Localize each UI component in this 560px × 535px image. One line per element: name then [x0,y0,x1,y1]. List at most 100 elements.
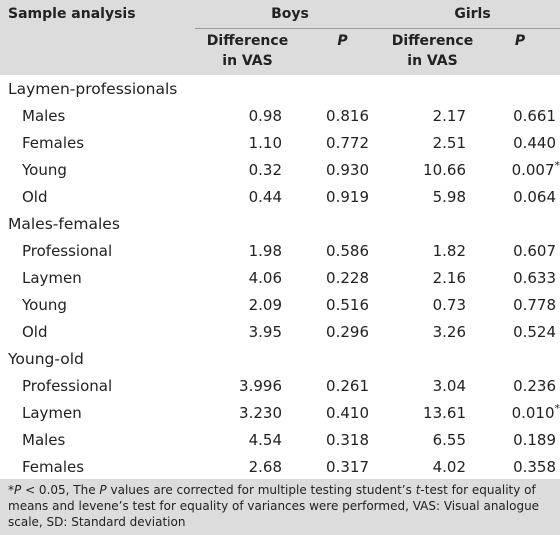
boys-diff: 0.32 [248,160,282,179]
girls-p-value: 0.440 [513,133,557,152]
row-label: Males [22,430,66,449]
boys-diff: 2.68 [248,457,282,476]
table-footnote: *P < 0.05, The P values are corrected fo… [0,479,560,535]
girls-diff: 10.66 [423,160,466,179]
significance-star: * [554,401,560,415]
row-label: Females [22,457,85,476]
boys-p: 0.772 [326,133,369,152]
group-row: Young-old [0,345,560,372]
boys-diff: 3.230 [239,403,282,422]
girls-p: 0.010* [480,399,560,426]
boys-diff: 1.98 [248,241,282,260]
footnote-part2: values are corrected for multiple testin… [106,483,416,497]
girls-p: 0.358 [480,453,560,480]
girls-p-value: 0.007 [511,160,555,179]
header-boys-p-label: P [337,33,348,49]
girls-p: 0.064 [480,183,560,210]
girls-diff: 0.73 [432,295,466,314]
table-row: Young 0.32 0.930 10.66 0.007* [0,156,560,183]
boys-diff: 3.996 [239,376,282,395]
boys-diff: 0.44 [248,187,282,206]
row-label: Females [22,133,85,152]
footnote-part3: -test for equality of means and levene’s… [8,483,540,529]
girls-diff: 3.26 [432,322,466,341]
boys-p: 0.516 [326,295,369,314]
footnote-p-italic: P [14,483,22,497]
boys-p: 0.228 [326,268,369,287]
header-girls-diff: Difference in VAS [385,28,480,75]
header-boys-diff-line1: Difference [206,33,289,49]
girls-p-value: 0.064 [513,187,557,206]
girls-p-value: 0.236 [513,376,557,395]
table-row: Professional 3.996 0.261 3.04 0.236 [0,372,560,399]
girls-p-value: 0.524 [513,322,557,341]
girls-p-value: 0.633 [513,268,557,287]
footnote-part1: < 0.05, The [21,483,100,497]
girls-p-value: 0.358 [513,457,557,476]
significance-star: * [554,158,560,172]
girls-p-value: 0.189 [513,430,557,449]
header-girls-diff-line1: Difference [391,33,474,49]
girls-diff: 2.16 [432,268,466,287]
table-row: Females 2.68 0.317 4.02 0.358 [0,453,560,480]
header-boys: Boys [195,0,385,29]
row-label: Young [22,295,67,314]
boys-p: 0.261 [326,376,369,395]
row-label: Males [22,106,66,125]
girls-p: 0.633 [480,264,560,291]
table-header: Sample analysis Boys Girls Difference in… [0,0,560,75]
table-row: Males 0.98 0.816 2.17 0.661 [0,102,560,129]
girls-p: 0.607 [480,237,560,264]
boys-diff: 4.06 [248,268,282,287]
header-girls-p-label: P [514,33,526,49]
header-sample-analysis: Sample analysis [0,0,195,29]
header-girls-p: P [480,28,560,75]
footnote-t-italic: t [415,483,421,497]
group-label: Laymen-professionals [8,79,178,98]
table-row: Females 1.10 0.772 2.51 0.440 [0,129,560,156]
girls-p: 0.778 [480,291,560,318]
girls-diff: 6.55 [432,430,466,449]
table-row: Old 0.44 0.919 5.98 0.064 [0,183,560,210]
header-girls-diff-line2: in VAS [407,53,458,69]
table-row: Laymen 4.06 0.228 2.16 0.633 [0,264,560,291]
girls-diff: 4.02 [432,457,466,476]
girls-p-value: 0.607 [513,241,557,260]
table-row: Young 2.09 0.516 0.73 0.778 [0,291,560,318]
girls-diff: 3.04 [432,376,466,395]
girls-diff: 2.51 [432,133,466,152]
girls-p: 0.189 [480,426,560,453]
group-label: Males-females [8,214,120,233]
group-row: Males-females [0,210,560,237]
header-blank [0,28,195,75]
boys-diff: 3.95 [248,322,282,341]
girls-p: 0.007* [480,156,560,183]
boys-p: 0.410 [326,403,369,422]
row-label: Laymen [22,268,82,287]
header-boys-p: P [300,28,385,75]
header-boys-diff: Difference in VAS [195,28,300,75]
row-label: Old [22,322,48,341]
girls-p-value: 0.778 [513,295,557,314]
boys-p: 0.318 [326,430,369,449]
row-label: Young [22,160,67,179]
table-row: Laymen 3.230 0.410 13.61 0.010* [0,399,560,426]
girls-p-value: 0.010 [511,403,555,422]
boys-diff: 0.98 [248,106,282,125]
boys-p: 0.317 [326,457,369,476]
group-label: Young-old [8,349,84,368]
row-label: Professional [22,376,113,395]
boys-p: 0.919 [326,187,369,206]
boys-p: 0.296 [326,322,369,341]
row-label: Old [22,187,48,206]
table-row: Professional 1.98 0.586 1.82 0.607 [0,237,560,264]
footnote-star: * [8,483,14,497]
header-girls: Girls [385,0,560,29]
girls-diff: 1.82 [432,241,466,260]
girls-diff: 2.17 [432,106,466,125]
row-label: Laymen [22,403,82,422]
boys-diff: 4.54 [248,430,282,449]
footnote-p-italic-2: P [99,483,107,497]
table-row: Old 3.95 0.296 3.26 0.524 [0,318,560,345]
